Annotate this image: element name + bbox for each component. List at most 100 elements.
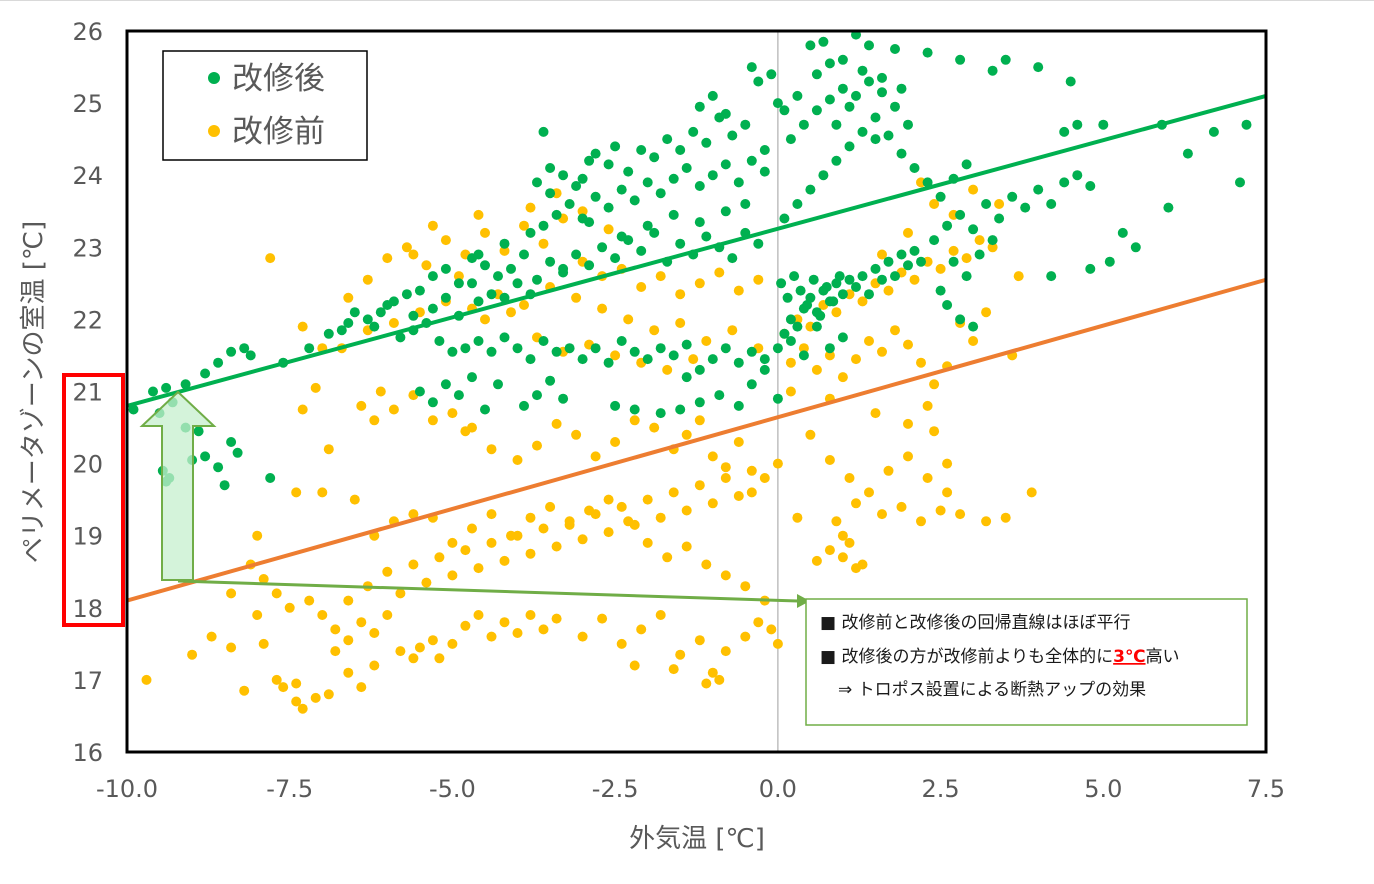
legend-label-after: 改修後 [232,61,325,97]
point-before [753,617,764,628]
point-after [805,40,816,51]
point-before [636,282,647,292]
point-after [616,231,627,242]
point-before [662,364,673,375]
point-before [525,610,536,620]
point-before [538,624,549,635]
point-after [844,141,855,152]
point-after [629,195,640,206]
point-before [317,487,328,498]
point-after [161,382,172,393]
point-before [343,667,354,678]
point-before [649,422,660,433]
point-after [668,173,679,184]
point-before [375,386,386,397]
point-after [864,40,874,51]
y-tick-label: 18 [72,595,103,623]
point-before [929,426,940,437]
point-after [955,314,966,325]
point-before [655,610,666,620]
point-after [792,90,803,101]
point-after [824,58,835,69]
point-before [278,682,289,693]
connector-line [177,579,799,603]
point-before [811,555,822,566]
point-after [623,166,634,177]
point-after [453,390,464,401]
point-after [473,296,484,307]
point-after [681,339,692,350]
point-after [545,256,556,267]
point-after [746,346,757,357]
point-before [909,274,920,285]
point-after [864,76,874,87]
point-after [922,47,933,58]
point-after [551,209,562,220]
point-before [297,703,308,714]
point-after [499,292,510,303]
point-after [681,163,692,173]
point-before [916,357,926,368]
point-after [688,126,699,137]
point-after [336,325,347,336]
point-after [584,260,595,271]
legend-label-before: 改修前 [232,114,325,150]
point-after [727,130,738,141]
point-after [440,292,451,303]
point-before [824,350,835,361]
point-after [837,332,848,343]
point-after [857,126,868,137]
point-before [616,501,627,512]
point-before [772,638,783,649]
point-before [258,638,269,649]
point-after [245,350,256,361]
point-after [694,397,705,408]
point-before [499,617,510,628]
point-after [1020,202,1031,213]
point-after [616,336,627,346]
y-tick-label: 20 [72,451,103,479]
point-after [538,126,549,137]
point-before [486,509,497,520]
point-after [821,282,832,292]
point-after [538,336,549,346]
point-after [603,357,614,368]
point-before [414,642,425,653]
point-before [896,501,907,512]
point-after [499,238,510,249]
point-after [694,181,705,191]
x-tick-label: 7.5 [1247,775,1285,803]
point-after [779,105,790,116]
point-before [733,437,744,447]
point-before [369,628,380,638]
point-after [805,184,816,195]
point-after [545,188,556,199]
annotation-line-2: ■ 改修後の方が改修前よりも全体的に3℃高い [820,647,1180,667]
point-before [851,354,861,365]
point-after [506,263,516,274]
point-after [636,145,647,155]
x-tick-label: 0.0 [759,775,797,803]
point-before [421,260,432,271]
point-after [828,296,839,307]
point-after [733,177,744,188]
point-before [929,199,940,209]
point-after [714,390,725,401]
point-before [343,292,354,303]
point-after [903,260,913,271]
point-before [636,624,647,635]
point-before [981,516,992,527]
point-before [851,498,861,509]
point-after [584,155,595,166]
point-before [349,494,360,505]
point-after [798,350,809,361]
point-after [766,69,777,80]
point-before [258,574,269,584]
point-before [961,253,972,264]
point-before [955,509,966,520]
point-before [662,552,673,563]
point-before [877,346,887,357]
point-after [213,357,224,368]
point-after [1182,148,1193,159]
point-before [948,245,959,256]
